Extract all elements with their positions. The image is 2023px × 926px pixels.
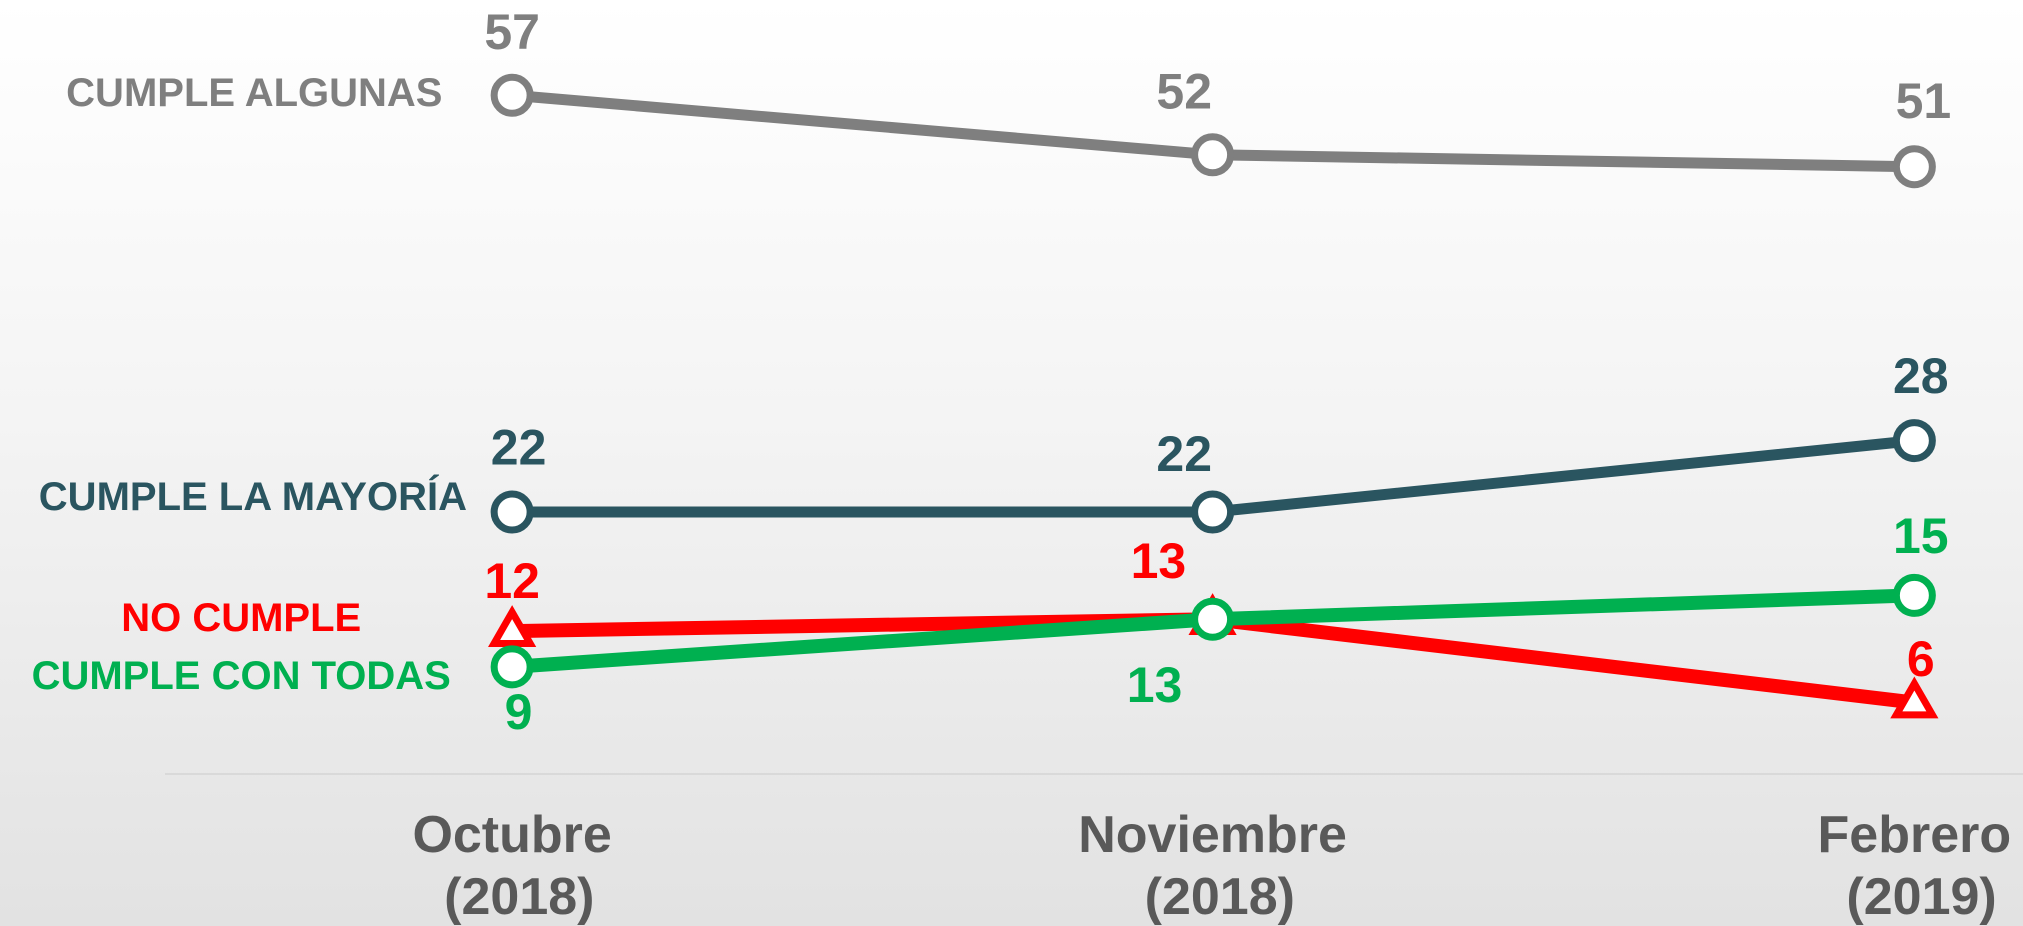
marker [1191, 133, 1235, 177]
marker [1892, 573, 1936, 617]
data-label: 52 [1156, 64, 1212, 120]
marker [1892, 419, 1936, 463]
series-label: NO CUMPLE [121, 596, 361, 640]
data-label: 28 [1893, 348, 1949, 404]
data-label: 6 [1907, 631, 1935, 687]
x-tick-label: Febrero (2019) [1818, 806, 2012, 926]
x-tick-label: Noviembre (2018) [1078, 806, 1347, 926]
marker [1890, 676, 1939, 719]
marker [488, 605, 537, 647]
marker [1191, 490, 1235, 534]
series-label: CUMPLE LA MAYORÍA [39, 474, 467, 519]
data-label: 15 [1893, 508, 1949, 564]
data-label: 12 [484, 553, 540, 609]
x-tick-label: Octubre (2018) [412, 806, 611, 926]
marker [490, 645, 534, 689]
marker [1191, 597, 1235, 641]
data-label: 13 [1131, 533, 1187, 589]
marker [490, 73, 534, 117]
data-label: 13 [1127, 657, 1183, 713]
series-label: CUMPLE ALGUNAS [66, 71, 442, 115]
series-label: CUMPLE CON TODAS [32, 654, 451, 698]
marker [1892, 145, 1936, 189]
data-label: 22 [491, 420, 547, 476]
data-label: 57 [484, 4, 540, 60]
data-label: 9 [505, 684, 533, 740]
data-label: 51 [1896, 73, 1952, 129]
marker [490, 490, 534, 534]
data-label: 22 [1156, 426, 1212, 482]
